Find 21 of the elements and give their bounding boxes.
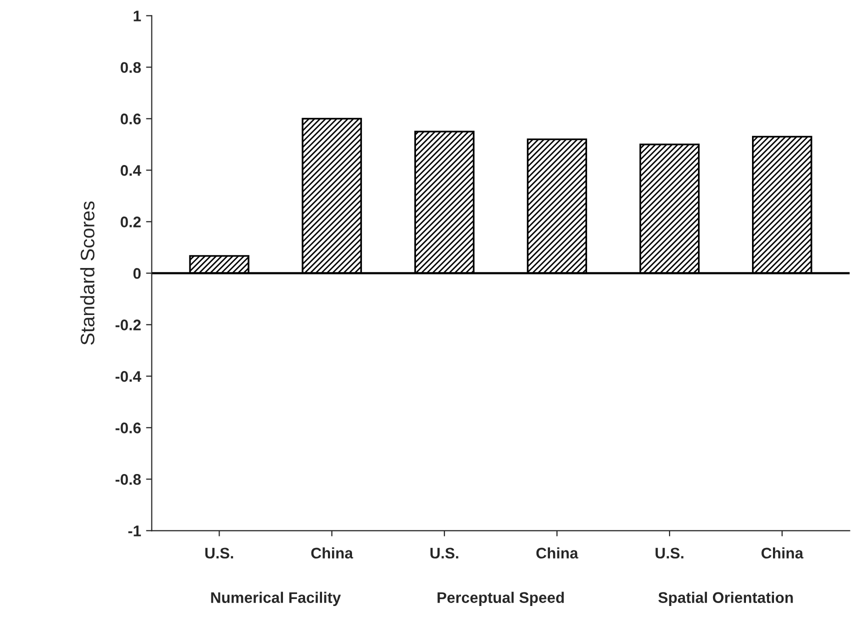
x-tick-label: China (762, 547, 804, 559)
y-tick-label: 0 (133, 268, 141, 279)
x-tick-label: U.S. (205, 548, 234, 559)
y-axis-title: Standard Scores (80, 201, 94, 345)
y-tick-label: -0.6 (116, 422, 141, 434)
text: Spatial Orientation (658, 592, 793, 606)
y-tick-label: 0.4 (120, 165, 142, 176)
x-tick-label: China (311, 547, 354, 559)
x-tick-label: U.S. (430, 548, 458, 559)
y-tick-label: -0.2 (116, 320, 141, 330)
y-tick-label: -1 (128, 526, 141, 536)
y-tick-label: 0.8 (120, 62, 141, 73)
y-tick-label: -0.8 (116, 474, 141, 485)
y-tick-label: 0.6 (120, 114, 141, 124)
y-tick-label: 1 (134, 10, 141, 22)
x-tick-label: China (536, 547, 578, 559)
y-tick-label: 0.2 (120, 216, 141, 228)
y-tick-label: -0.4 (116, 371, 142, 382)
x-tick-label: U.S. (656, 548, 684, 559)
text: Numerical Facility (211, 592, 341, 606)
text: Perceptual Speed (438, 592, 564, 606)
